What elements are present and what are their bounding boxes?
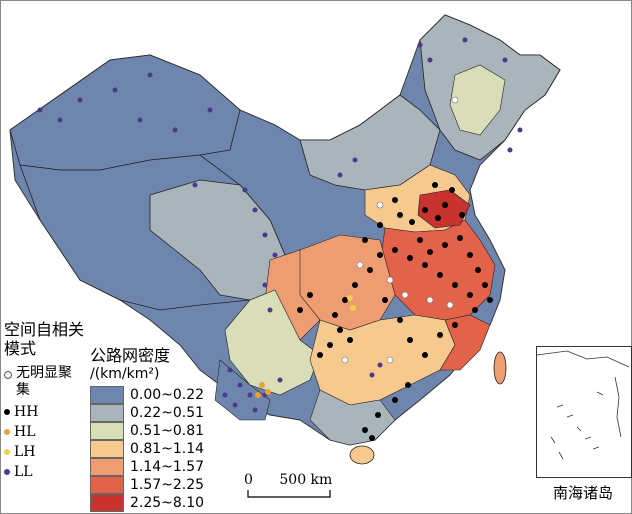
hh-cluster-points (297, 182, 493, 441)
ll-cluster-points (37, 37, 523, 413)
taiwan-island (493, 351, 507, 385)
density-legend-title: 公路网密度 (90, 346, 171, 365)
region-southeast (439, 314, 491, 371)
swatch (90, 476, 124, 494)
inset-islands (550, 391, 604, 460)
swatch (90, 404, 124, 422)
region-west (9, 54, 241, 171)
legend-label: LL (14, 464, 33, 480)
inset-title: 南海诸岛 (552, 484, 613, 502)
lh-marker (4, 449, 10, 455)
region-northeast-light (449, 64, 506, 136)
swatch (90, 458, 124, 476)
legend-item-ll: LL (4, 463, 33, 481)
density-class-7: 2.25~8.10 (90, 493, 204, 513)
legend-item-hl: HL (4, 423, 36, 441)
density-label: 2.25~8.10 (130, 495, 205, 511)
density-class-3: 0.51~0.81 (90, 421, 204, 441)
density-class-5: 1.14~1.57 (90, 457, 204, 477)
legend-item-not-significant: 无明显聚集 (4, 365, 88, 399)
swatch (90, 422, 124, 440)
legend-label: HH (14, 404, 39, 420)
density-label: 0.00~0.22 (130, 387, 205, 403)
inset-philippines (614, 376, 622, 438)
density-label: 0.51~0.81 (130, 423, 205, 439)
density-class-6: 1.57~2.25 (90, 475, 204, 495)
scale-end: 500 km (279, 472, 333, 488)
density-class-4: 0.81~1.14 (90, 439, 204, 459)
density-label: 0.81~1.14 (130, 441, 205, 457)
legend-item-hh: HH (4, 403, 38, 421)
not-significant-points (341, 96, 459, 364)
hainan-island (349, 445, 375, 465)
hl-marker (4, 429, 10, 435)
region-south (309, 314, 456, 406)
inset-map (536, 350, 630, 460)
legend-label: HL (14, 424, 36, 440)
region-inner-mongolia (299, 94, 441, 191)
legend-label: 无明显聚集 (16, 365, 72, 398)
swatch (90, 440, 124, 458)
scale-start: 0 (244, 472, 253, 488)
density-label: 1.57~2.25 (130, 477, 205, 493)
hh-marker (4, 409, 10, 415)
hl-cluster-points (255, 382, 271, 398)
swatch (90, 386, 124, 404)
lisa-legend-title: 空间自相关模式 (4, 320, 85, 358)
lh-cluster-points (347, 295, 356, 311)
region-guangxi (309, 389, 396, 446)
ll-marker (4, 469, 10, 475)
density-legend-unit: /(km/km²) (90, 366, 160, 382)
density-label: 0.22~0.51 (130, 405, 205, 421)
not-significant-marker (4, 371, 12, 379)
region-yunnan-ll (214, 359, 271, 421)
legend-label: LH (14, 444, 36, 460)
density-label: 1.14~1.57 (130, 459, 205, 475)
density-class-2: 0.22~0.51 (90, 403, 204, 423)
density-class-1: 0.00~0.22 (90, 385, 204, 405)
swatch (90, 494, 124, 512)
inset-coastline (536, 350, 630, 368)
scale-bar-label: 0 500 km (244, 472, 332, 488)
south-china-sea-inset (536, 346, 632, 478)
region-southwest (224, 289, 321, 396)
scale-bar (247, 490, 331, 498)
legend-item-lh: LH (4, 443, 36, 461)
